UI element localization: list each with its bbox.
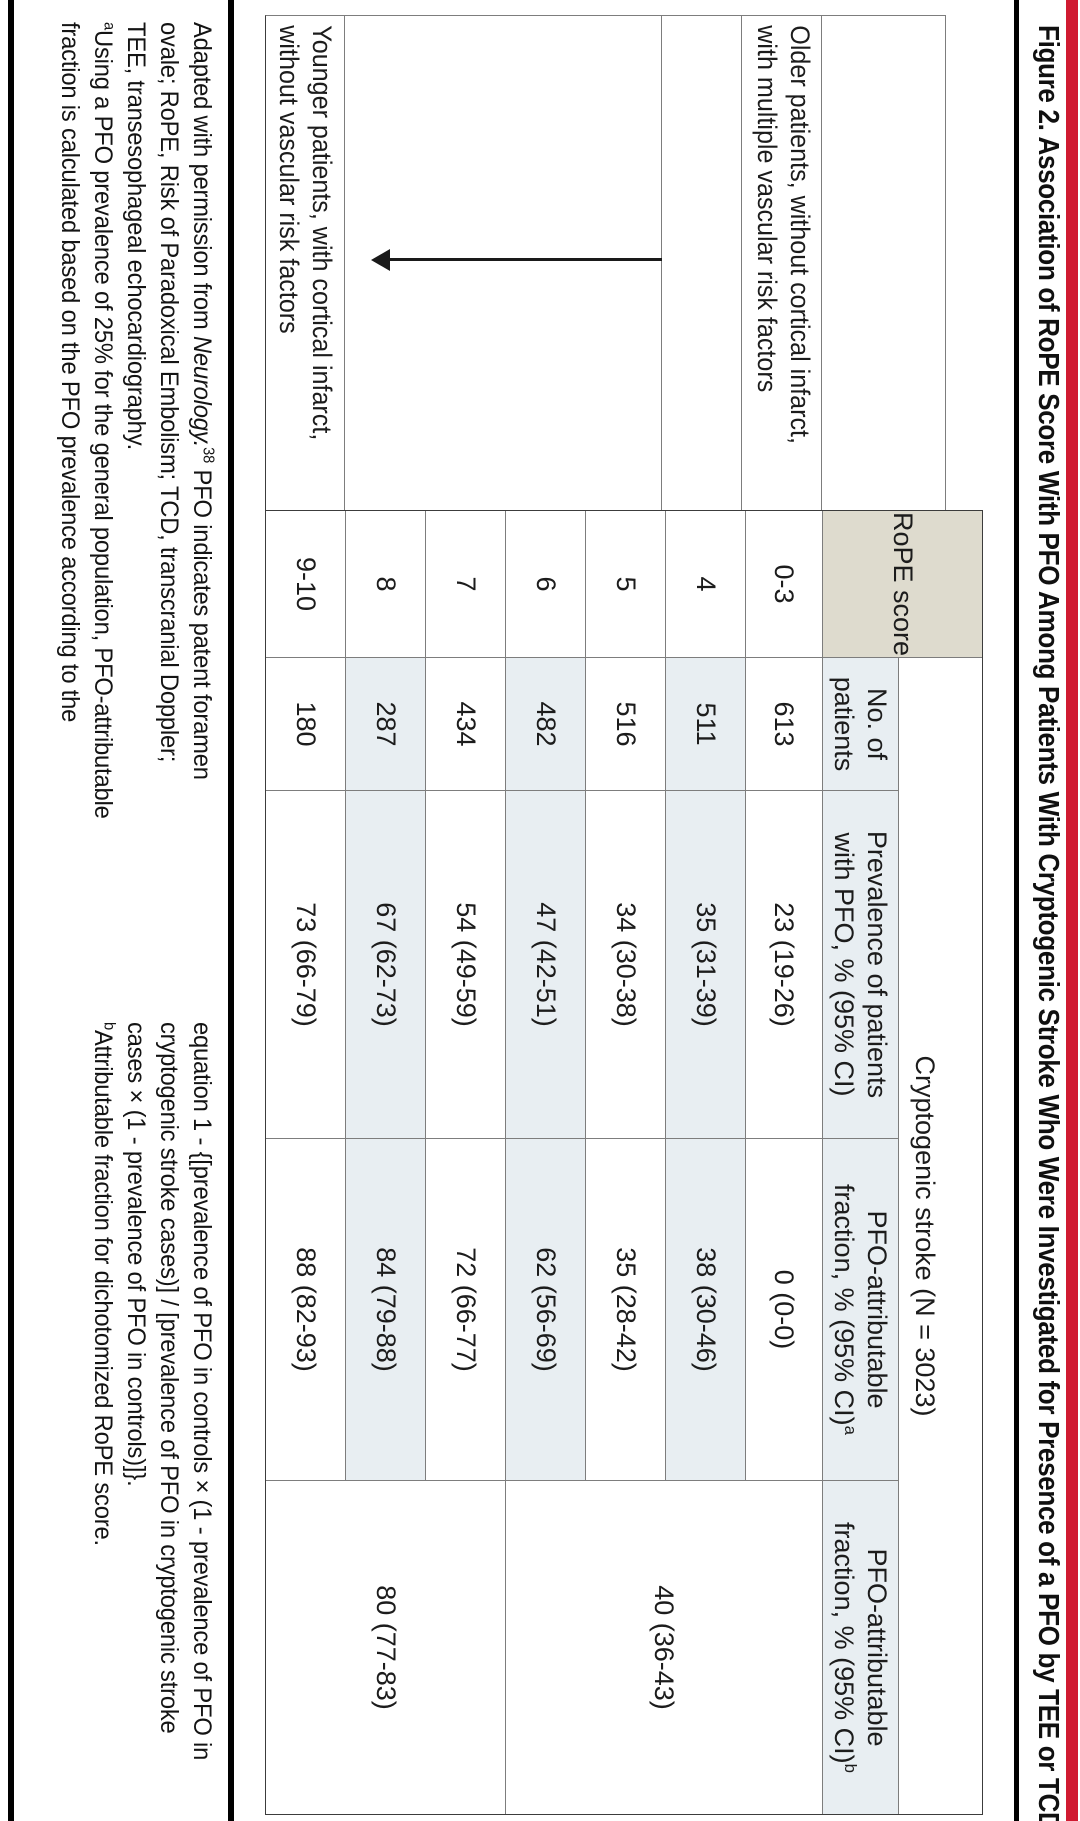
rope-score-cell: 7 — [425, 511, 505, 658]
rope-table: RoPE score Cryptogenic stroke (N = 3023)… — [265, 510, 983, 1815]
prevalence-cell: 73 (66-79) — [266, 791, 345, 1139]
header-no-of-patients: No. of patients — [822, 658, 898, 791]
annotation-divider — [821, 16, 822, 511]
annotation-column: Older patients, without cortical infarct… — [265, 15, 946, 511]
attributable-b-high-cell: 80 (77-83) — [371, 1585, 401, 1710]
footnote-line: ovale; RoPE, Risk of Paradoxical Embolis… — [155, 22, 183, 763]
rope-score-cell: 0-3 — [745, 511, 822, 658]
footnote-line: Adapted with permission from Neurology.3… — [188, 22, 217, 780]
header-bf-line1: PFO-attributable — [862, 1548, 893, 1747]
footnote-left-column: Adapted with permission from Neurology.3… — [53, 22, 218, 819]
arrow-shaft — [389, 258, 662, 261]
prevalence-cell: 67 (62-73) — [345, 791, 425, 1139]
attributable-a-cell: 72 (66-77) — [425, 1139, 505, 1481]
reference-superscript: 38 — [199, 447, 217, 464]
rope-score-cell: 6 — [505, 511, 585, 658]
patients-cell: 434 — [425, 658, 505, 791]
mid-rule — [228, 0, 234, 1821]
younger-patients-line2: without vascular risk factors — [274, 25, 304, 334]
footnote-right-column: equation 1 - {[prevalence of PFO in cont… — [86, 1022, 218, 1760]
top-rule — [1014, 0, 1019, 1821]
header-af-line2: fraction, % (95% CI)a — [829, 1184, 861, 1435]
header-af-line1: PFO-attributable — [862, 1210, 893, 1409]
figure-title: Figure 2. Association of RoPE Score With… — [1032, 25, 1064, 1821]
footnote-line: equation 1 - {[prevalence of PFO in cont… — [188, 1022, 216, 1761]
patients-cell: 516 — [585, 658, 665, 791]
patients-cell: 613 — [745, 658, 822, 791]
rope-score-cell: 4 — [665, 511, 745, 658]
patients-cell: 287 — [345, 658, 425, 791]
rope-score-cell: 5 — [585, 511, 665, 658]
header-prevalence: Prevalence of patients with PFO, % (95% … — [822, 791, 898, 1139]
attributable-a-cell: 84 (79-88) — [345, 1139, 425, 1481]
attributable-a-cell: 0 (0-0) — [745, 1139, 822, 1481]
older-patients-line2: with multiple vascular risk factors — [752, 25, 782, 393]
patients-cell: 511 — [665, 658, 745, 791]
younger-patients-label: Younger patients, with cortical infarct,… — [272, 16, 338, 476]
prevalence-cell: 47 (42-51) — [505, 791, 585, 1139]
annotation-divider — [741, 16, 742, 511]
footnote-line: bAttributable fraction for dichotomized … — [89, 1022, 118, 1546]
header-no-line2: patients — [829, 676, 860, 772]
superscript-a: a — [841, 1425, 861, 1435]
attributable-a-cell: 38 (30-46) — [665, 1139, 745, 1481]
attributable-b-low-cell: 40 (36-43) — [505, 1481, 822, 1814]
superscript-b: b — [841, 1763, 861, 1773]
footnote-line: cryptogenic stroke cases)] / [prevalence… — [155, 1022, 183, 1734]
footnote-line: aUsing a PFO prevalence of 25% for the g… — [89, 22, 118, 819]
header-cryptogenic-stroke: Cryptogenic stroke (N = 3023) — [898, 658, 982, 1814]
attributable-a-cell: 62 (56-69) — [505, 1139, 585, 1481]
attributable-a-cell: 35 (28-42) — [585, 1139, 665, 1481]
attributable-a-cell: 88 (82-93) — [266, 1139, 345, 1481]
footnote-line: cases × (1 - prevalence of PFO in contro… — [122, 1022, 150, 1487]
header-attributable-b: PFO-attributable fraction, % (95% CI)b — [822, 1481, 898, 1814]
accent-bar — [1066, 0, 1078, 1821]
annotation-divider — [344, 16, 345, 511]
header-rope-score-label: RoPE score — [888, 511, 918, 657]
arrow-down-icon — [371, 249, 390, 271]
prevalence-cell: 54 (49-59) — [425, 791, 505, 1139]
older-patients-line1: Older patients, without cortical infarct… — [785, 25, 815, 444]
header-cryptogenic-stroke-label: Cryptogenic stroke (N = 3023) — [910, 1055, 940, 1417]
header-rope-score: RoPE score — [822, 511, 982, 658]
annotation-divider — [661, 16, 662, 511]
prevalence-cell: 35 (31-39) — [665, 791, 745, 1139]
header-attributable-a: PFO-attributable fraction, % (95% CI)a — [822, 1139, 898, 1481]
rope-score-cell: 8 — [345, 511, 425, 658]
younger-patients-line1: Younger patients, with cortical infarct, — [307, 25, 337, 441]
patients-cell: 482 — [505, 658, 585, 791]
header-no-line1: No. of — [862, 687, 893, 761]
prevalence-cell: 23 (19-26) — [745, 791, 822, 1139]
journal-name: Neurology. — [188, 335, 216, 448]
footnote-line: TEE, transesophageal echocardiography. — [122, 22, 150, 451]
header-prev-line1: Prevalence of patients — [862, 830, 893, 1099]
patients-cell: 180 — [266, 658, 345, 791]
bottom-rule — [8, 0, 14, 1821]
prevalence-cell: 34 (30-38) — [585, 791, 665, 1139]
header-prev-line2: with PFO, % (95% CI) — [829, 832, 860, 1097]
older-patients-label: Older patients, without cortical infarct… — [750, 16, 816, 476]
rope-score-cell: 9-10 — [266, 511, 345, 658]
footnote-line: fraction is calculated based on the PFO … — [56, 22, 84, 723]
header-bf-line2: fraction, % (95% CI)b — [829, 1522, 861, 1773]
